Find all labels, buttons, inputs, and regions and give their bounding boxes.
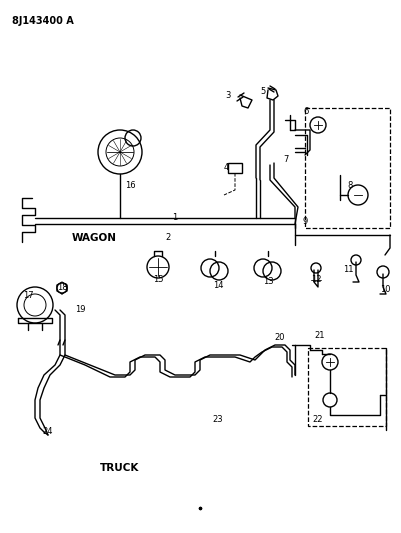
Text: 8: 8 [347, 181, 353, 190]
Text: 4: 4 [223, 164, 229, 173]
Text: 3: 3 [225, 91, 231, 100]
Text: TRUCK: TRUCK [100, 463, 140, 473]
Text: 9: 9 [302, 217, 308, 227]
Text: 1: 1 [172, 214, 178, 222]
Bar [305, 108, 390, 228]
Bar [228, 163, 242, 173]
Text: 22: 22 [313, 416, 323, 424]
Text: 10: 10 [380, 286, 390, 295]
Text: 16: 16 [125, 181, 135, 190]
Text: WAGON: WAGON [72, 233, 117, 243]
Text: 8J143400 A: 8J143400 A [12, 16, 74, 26]
Text: 21: 21 [315, 330, 325, 340]
Text: 17: 17 [23, 290, 33, 300]
Text: 7: 7 [284, 156, 289, 165]
Text: 19: 19 [75, 305, 85, 314]
Text: 12: 12 [311, 276, 321, 285]
Text: 6: 6 [303, 108, 309, 117]
Text: 11: 11 [343, 265, 353, 274]
Text: 15: 15 [153, 276, 163, 285]
Bar [308, 348, 386, 426]
Text: 20: 20 [275, 334, 285, 343]
Text: 24: 24 [43, 427, 53, 437]
Text: 23: 23 [213, 416, 223, 424]
Text: 18: 18 [57, 284, 67, 293]
Text: 5: 5 [260, 87, 265, 96]
Text: 13: 13 [263, 278, 273, 287]
Text: 14: 14 [213, 280, 223, 289]
Text: 2: 2 [165, 233, 170, 243]
